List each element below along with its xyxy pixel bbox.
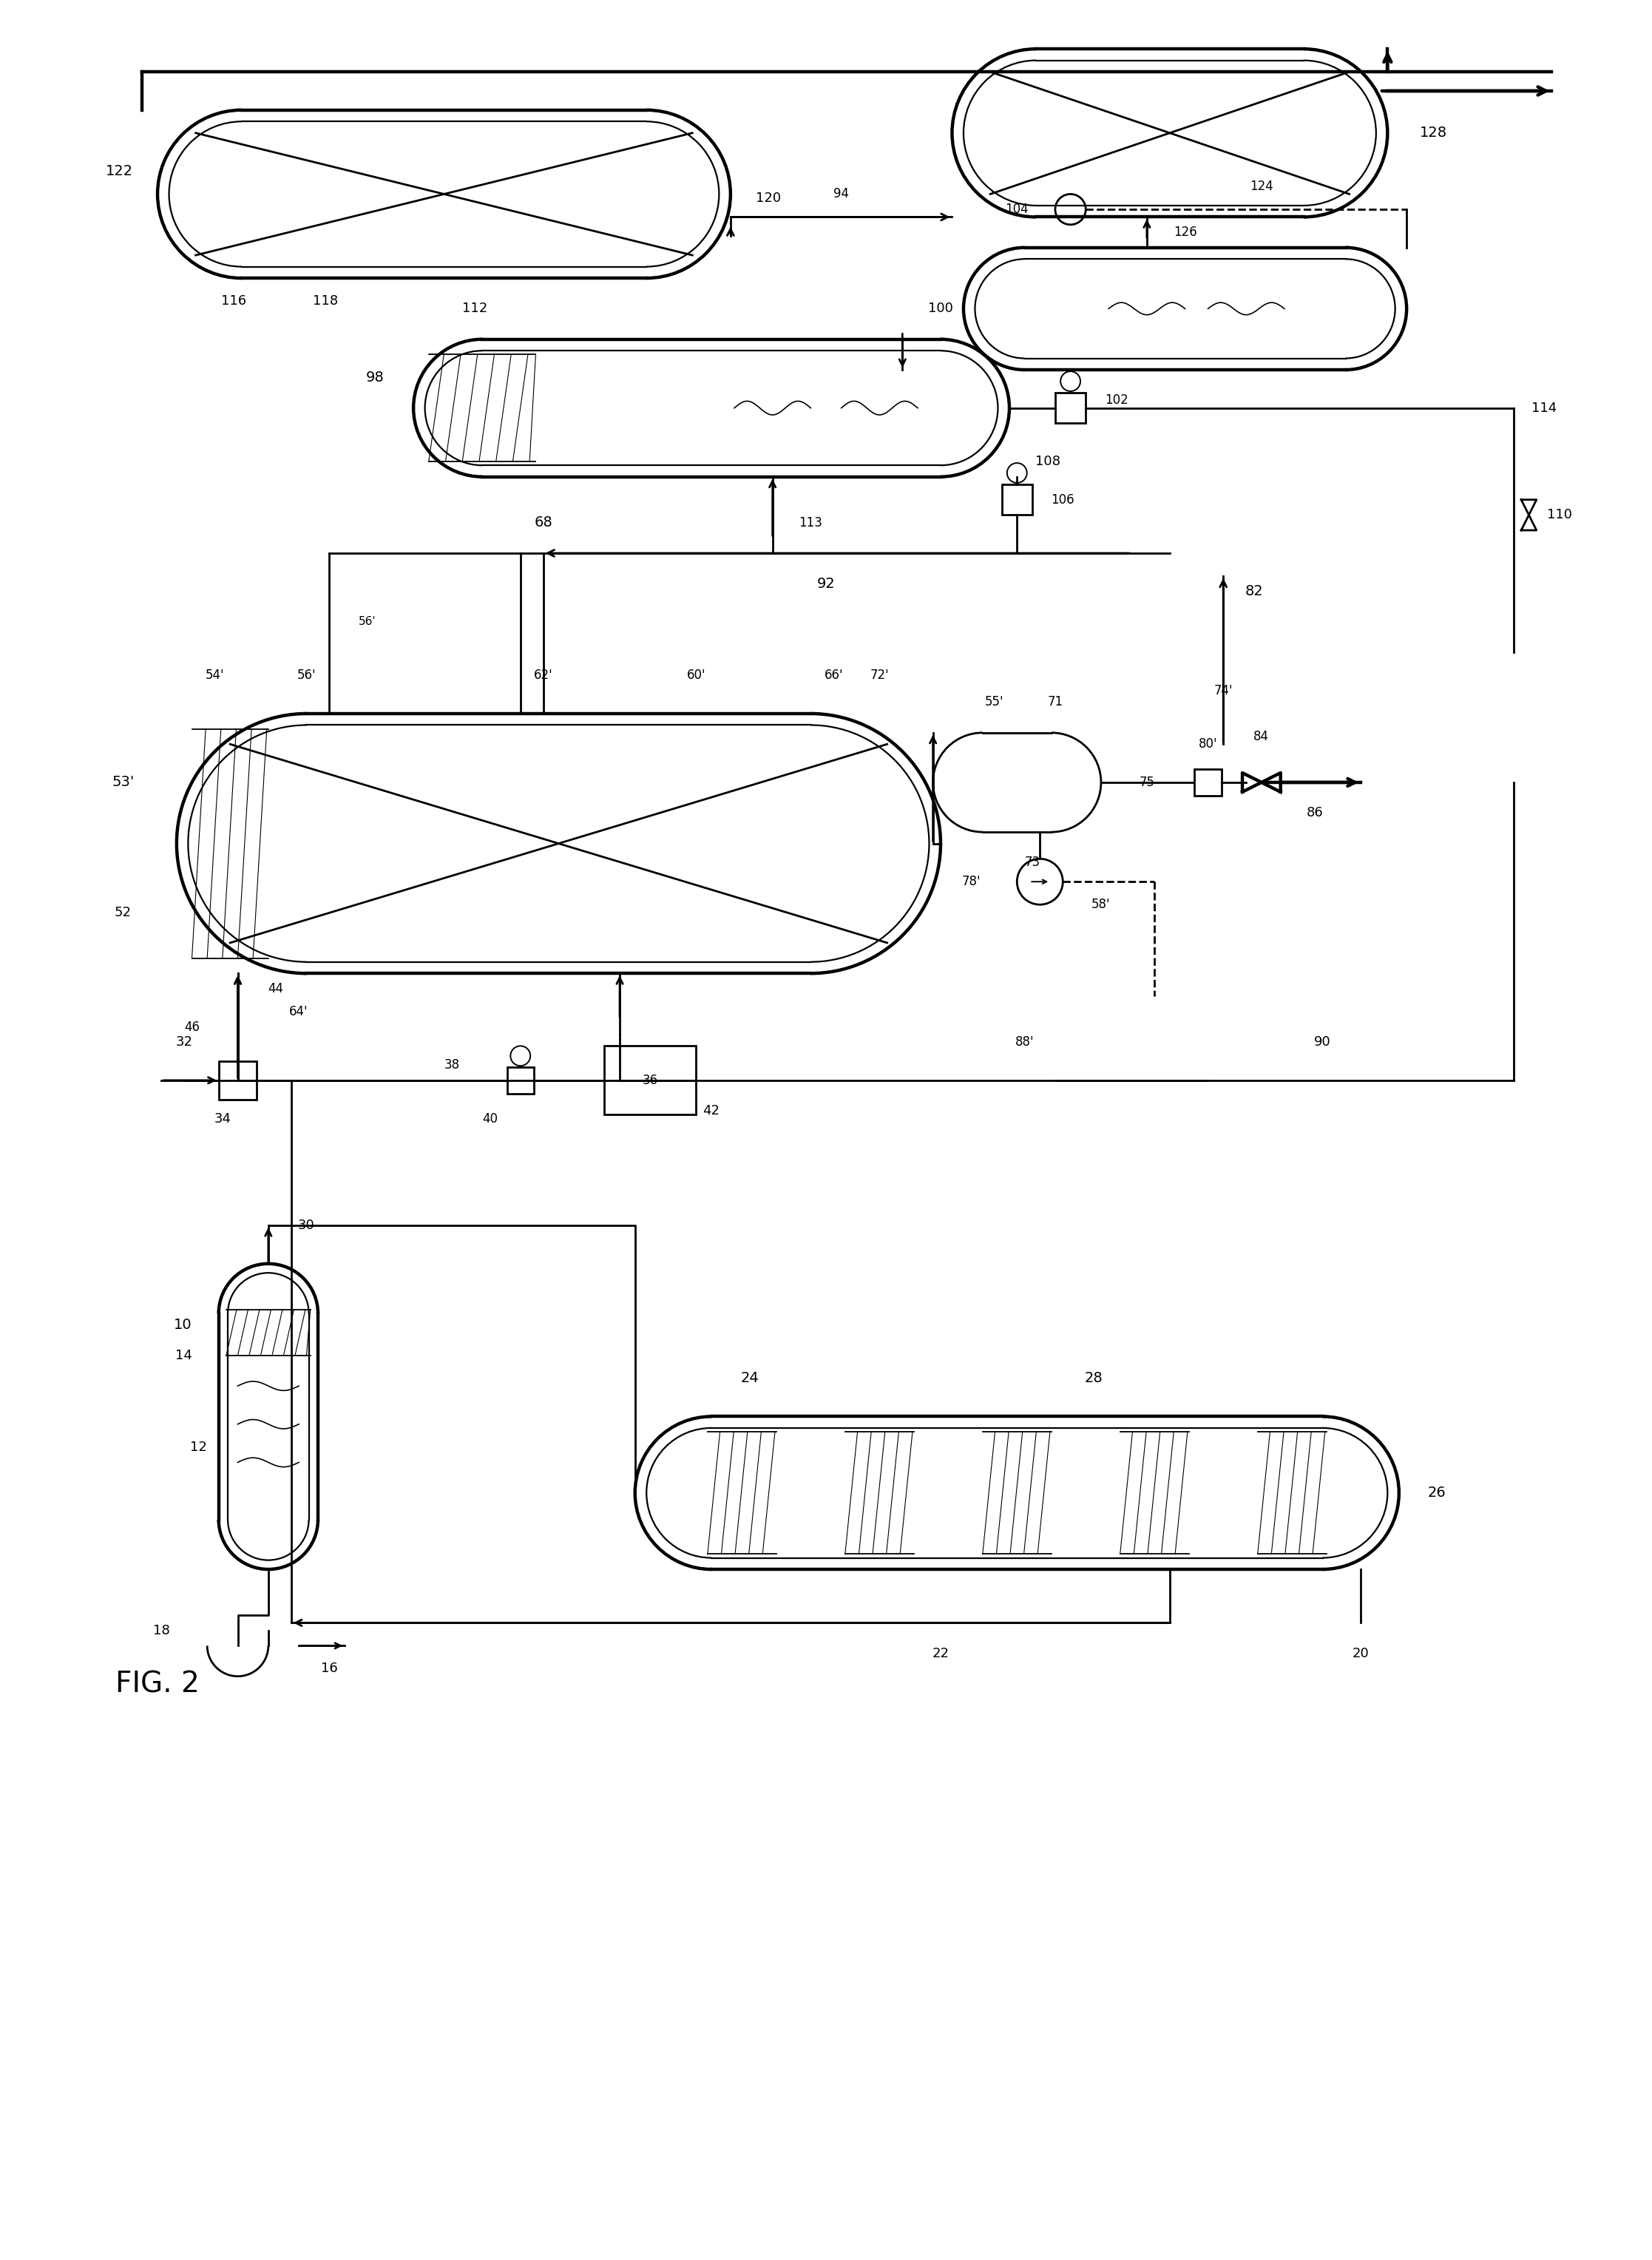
- Text: 32: 32: [175, 1035, 193, 1049]
- Text: 68: 68: [534, 515, 552, 529]
- Text: 98: 98: [367, 371, 385, 384]
- Text: 52: 52: [114, 906, 132, 920]
- Circle shape: [1056, 194, 1085, 224]
- Text: 74': 74': [1214, 685, 1232, 698]
- Text: 113: 113: [800, 515, 823, 529]
- Text: 71: 71: [1047, 696, 1062, 710]
- Text: 78': 78': [961, 875, 981, 888]
- Text: 124: 124: [1249, 181, 1274, 192]
- Text: 110: 110: [1546, 508, 1573, 522]
- Text: 26: 26: [1427, 1485, 1446, 1501]
- Text: 66': 66': [824, 669, 843, 683]
- Text: 60': 60': [687, 669, 705, 683]
- Text: 73: 73: [1024, 857, 1041, 870]
- Text: 16: 16: [320, 1661, 339, 1675]
- Text: 106: 106: [1051, 493, 1074, 506]
- Text: 100: 100: [928, 303, 953, 316]
- Text: 44: 44: [268, 983, 284, 994]
- Text: 56': 56': [358, 617, 377, 628]
- Text: 54': 54': [205, 669, 225, 683]
- Text: 84: 84: [1254, 730, 1269, 744]
- Text: 75: 75: [1140, 775, 1155, 789]
- Bar: [1056, 393, 1085, 423]
- Text: 80': 80': [1198, 737, 1218, 750]
- Text: 42: 42: [702, 1105, 720, 1116]
- Text: FIG. 2: FIG. 2: [116, 1670, 200, 1697]
- Text: 12: 12: [190, 1440, 206, 1453]
- Text: 30: 30: [297, 1218, 316, 1232]
- Text: 126: 126: [1173, 226, 1196, 240]
- Text: 56': 56': [297, 669, 316, 683]
- Text: 28: 28: [1084, 1372, 1102, 1385]
- Text: 88': 88': [1016, 1035, 1034, 1049]
- Text: 90: 90: [1313, 1035, 1332, 1049]
- Text: 122: 122: [106, 165, 134, 179]
- Text: 104: 104: [1006, 203, 1029, 217]
- Circle shape: [1018, 859, 1062, 904]
- Text: 38: 38: [444, 1058, 459, 1071]
- Text: 116: 116: [221, 294, 246, 307]
- Text: 94: 94: [834, 188, 849, 201]
- Text: 46: 46: [183, 1019, 200, 1033]
- Text: 40: 40: [482, 1112, 497, 1125]
- Bar: [1194, 768, 1221, 796]
- Text: 64': 64': [289, 1006, 309, 1019]
- Bar: [218, 1062, 256, 1098]
- Text: 120: 120: [757, 192, 781, 206]
- Text: 36: 36: [643, 1074, 657, 1087]
- Bar: [605, 1046, 695, 1114]
- Text: 62': 62': [534, 669, 553, 683]
- Text: 112: 112: [463, 303, 487, 316]
- Text: 55': 55': [985, 696, 1003, 710]
- Circle shape: [510, 1046, 530, 1067]
- Text: 92: 92: [816, 576, 836, 590]
- Text: 14: 14: [175, 1349, 192, 1363]
- Text: 128: 128: [1419, 127, 1447, 140]
- Text: 86: 86: [1307, 807, 1323, 820]
- Text: 108: 108: [1036, 454, 1061, 468]
- Text: 34: 34: [215, 1112, 231, 1125]
- Bar: [507, 1067, 534, 1094]
- Circle shape: [1061, 371, 1080, 391]
- Text: 22: 22: [932, 1648, 950, 1661]
- Text: 118: 118: [312, 294, 339, 307]
- Bar: [1001, 484, 1032, 515]
- Text: 102: 102: [1105, 393, 1128, 407]
- Text: 114: 114: [1531, 402, 1556, 414]
- Text: 24: 24: [740, 1372, 758, 1385]
- Text: 10: 10: [173, 1318, 192, 1331]
- Text: 53': 53': [112, 775, 134, 789]
- Circle shape: [1008, 463, 1028, 484]
- Text: 20: 20: [1353, 1648, 1370, 1661]
- Text: 72': 72': [871, 669, 889, 683]
- Text: 82: 82: [1244, 585, 1264, 599]
- Text: 18: 18: [154, 1623, 170, 1636]
- Text: 58': 58': [1092, 897, 1110, 911]
